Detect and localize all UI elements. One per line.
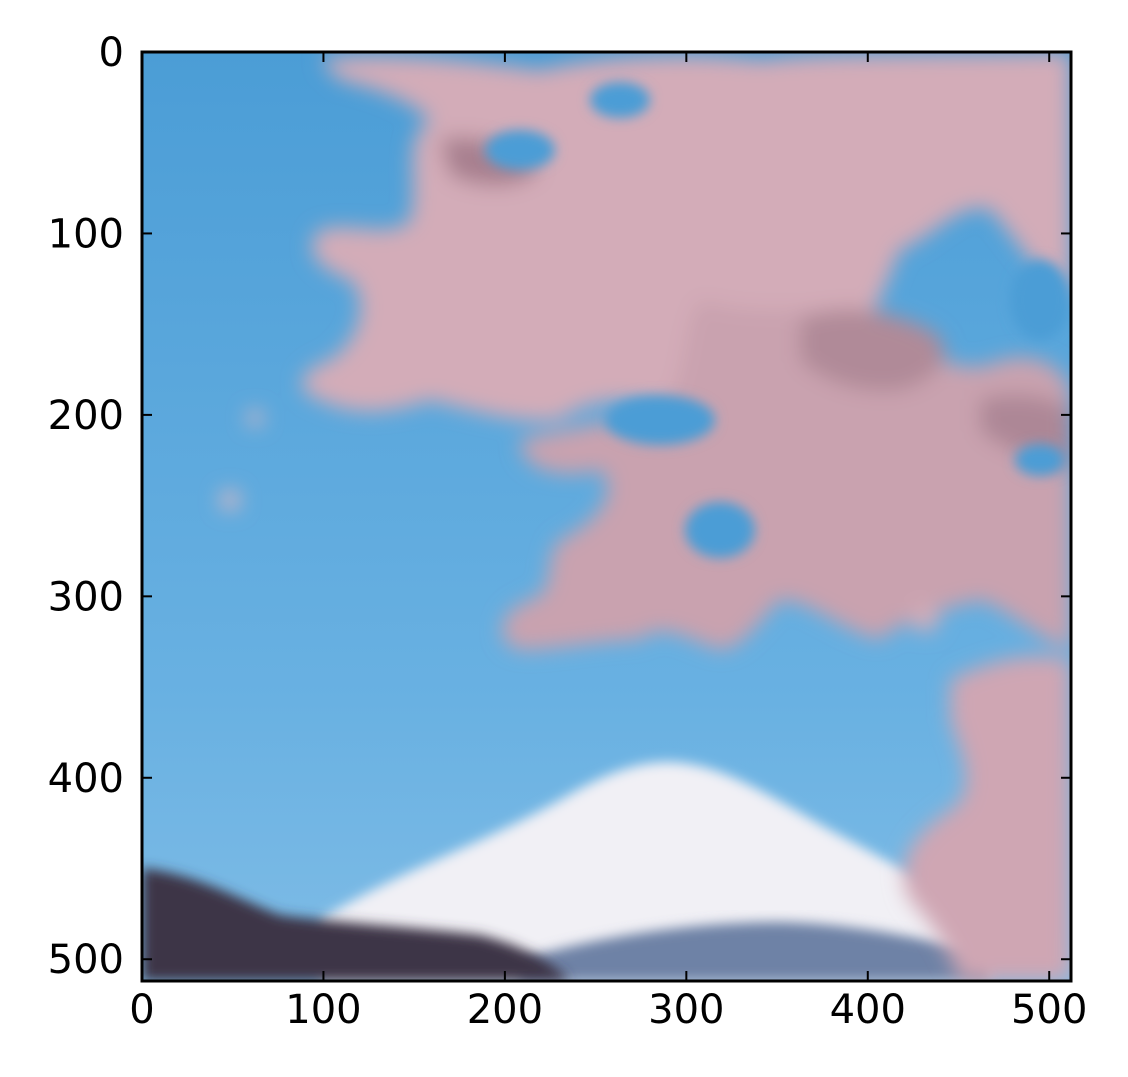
plot-image	[142, 52, 1071, 981]
x-tick-label: 400	[830, 987, 906, 1033]
y-tick-label: 200	[48, 393, 124, 439]
axes-frame	[140, 50, 1073, 983]
x-tick-label: 100	[285, 987, 361, 1033]
y-tick-label: 300	[48, 574, 124, 620]
blue-hill	[520, 922, 990, 981]
sky-gaps	[485, 82, 1070, 558]
x-tick-label: 500	[1011, 987, 1087, 1033]
x-tick-label: 300	[648, 987, 724, 1033]
cherry-blossoms	[220, 52, 1071, 981]
y-tick-label: 400	[48, 756, 124, 802]
y-tick-label: 500	[48, 937, 124, 983]
x-tick-label: 200	[467, 987, 543, 1033]
y-tick-label: 100	[48, 211, 124, 257]
dark-hill	[142, 868, 570, 981]
y-tick-label: 0	[99, 30, 124, 76]
x-tick-label: 0	[129, 987, 154, 1033]
